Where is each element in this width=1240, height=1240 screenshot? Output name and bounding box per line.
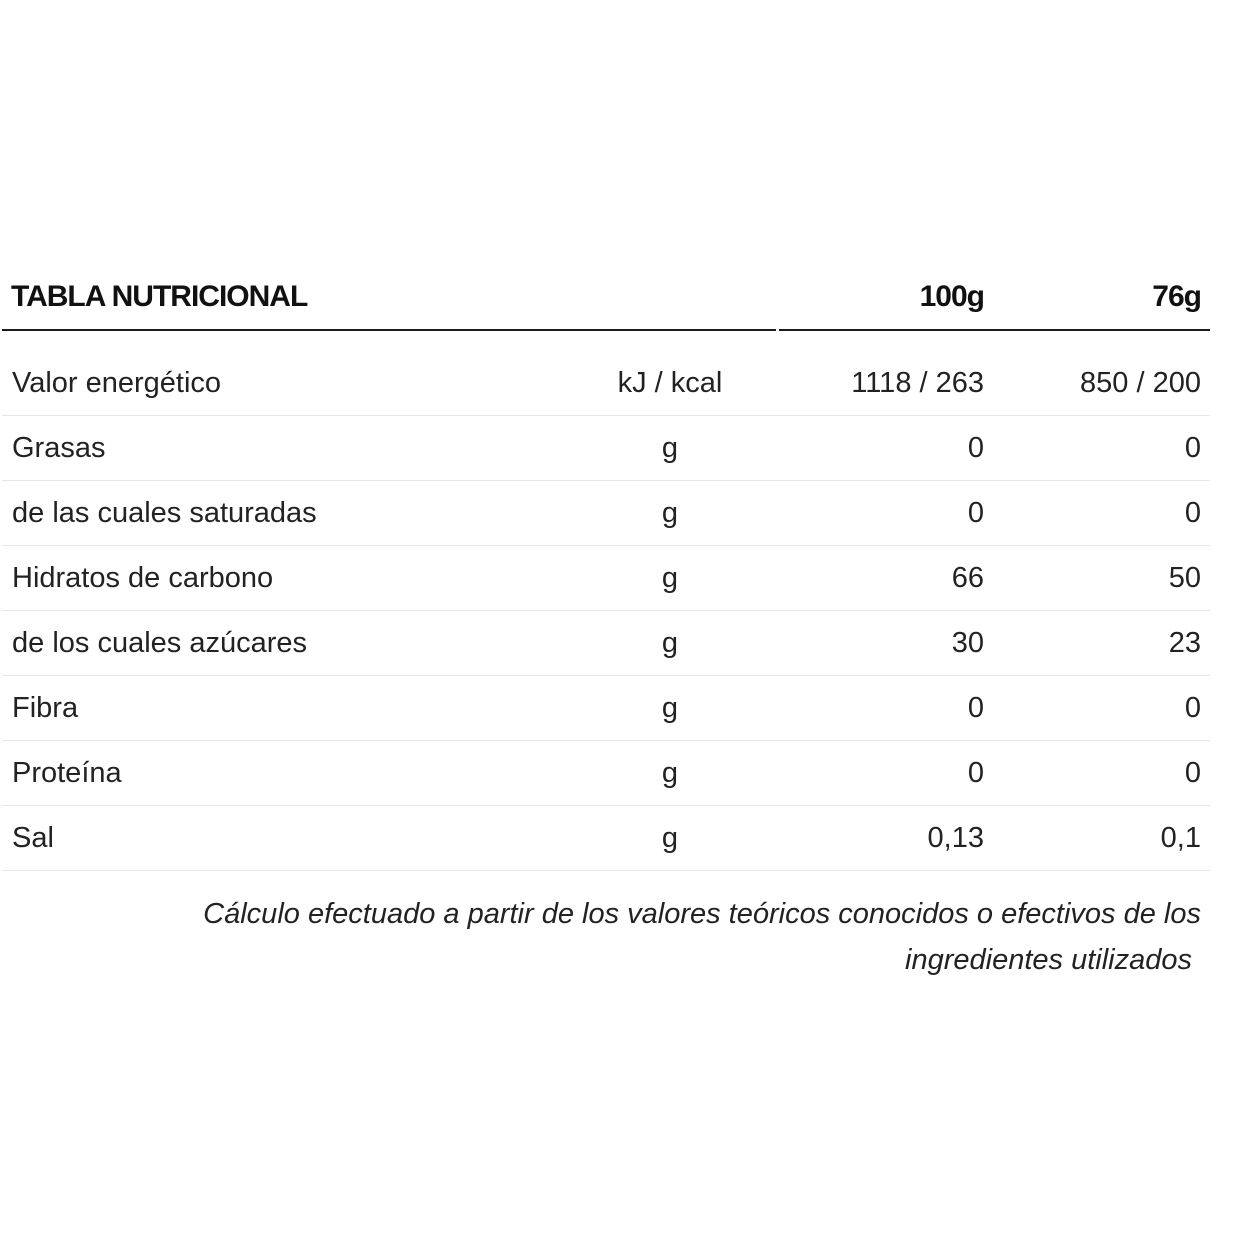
value-per-100g: 0 — [967, 497, 984, 529]
table-row-saturated-fat: de las cuales saturadas g 0 0 — [0, 481, 1240, 546]
nutrient-unit: g — [661, 497, 679, 529]
nutrient-unit: g — [661, 562, 679, 594]
value-per-76g: 850 / 200 — [1080, 367, 1201, 399]
nutrient-unit: g — [661, 757, 679, 789]
table-row-energy: Valor energético kJ / kcal 1118 / 263 85… — [0, 351, 1240, 416]
table-row-sugars: de los cuales azúcares g 30 23 — [0, 611, 1240, 676]
nutrient-name: de las cuales saturadas — [12, 497, 317, 529]
footnote: Cálculo efectuado a partir de los valore… — [60, 891, 1201, 983]
value-per-100g: 30 — [951, 627, 984, 659]
value-per-100g: 1118 / 263 — [851, 367, 984, 399]
value-per-76g: 23 — [1168, 627, 1201, 659]
footnote-line-1: Cálculo efectuado a partir de los valore… — [203, 898, 1201, 930]
value-per-100g: 0 — [967, 432, 984, 464]
table-row-fiber: Fibra g 0 0 — [0, 676, 1240, 741]
value-per-76g: 0 — [1184, 497, 1201, 529]
value-per-76g: 0 — [1184, 757, 1201, 789]
value-per-76g: 0,1 — [1160, 822, 1201, 854]
nutrient-name: Sal — [12, 822, 54, 854]
header-divider-left — [2, 329, 776, 331]
nutrient-unit: kJ / kcal — [617, 367, 723, 399]
nutrition-table: TABLA NUTRICIONAL 100g 76g Valor energét… — [0, 258, 1240, 980]
value-per-100g: 0 — [967, 757, 984, 789]
table-row-fat: Grasas g 0 0 — [0, 416, 1240, 481]
table-title: TABLA NUTRICIONAL — [11, 280, 308, 313]
value-per-76g: 0 — [1184, 432, 1201, 464]
nutrient-name: Valor energético — [12, 367, 222, 399]
nutrient-unit: g — [661, 822, 679, 854]
table-body: Valor energético kJ / kcal 1118 / 263 85… — [0, 351, 1240, 871]
value-per-100g: 66 — [951, 562, 984, 594]
footnote-line-2: ingredientes utilizados — [905, 944, 1192, 976]
column-header-76g: 76g — [1152, 280, 1202, 313]
nutrient-name: Hidratos de carbono — [12, 562, 274, 594]
nutrient-unit: g — [661, 692, 679, 724]
nutrient-name: Fibra — [12, 692, 79, 724]
value-per-76g: 0 — [1184, 692, 1201, 724]
nutrient-unit: g — [661, 627, 679, 659]
nutrient-name: Grasas — [12, 432, 106, 464]
table-row-salt: Sal g 0,13 0,1 — [0, 806, 1240, 871]
table-row-protein: Proteína g 0 0 — [0, 741, 1240, 806]
value-per-76g: 50 — [1168, 562, 1201, 594]
header-divider-right — [779, 329, 1210, 331]
table-row-carbohydrates: Hidratos de carbono g 66 50 — [0, 546, 1240, 611]
nutrient-unit: g — [661, 432, 679, 464]
table-header: TABLA NUTRICIONAL 100g 76g — [0, 258, 1240, 332]
nutrient-name: Proteína — [12, 757, 122, 789]
column-header-100g: 100g — [919, 280, 985, 313]
value-per-100g: 0 — [967, 692, 984, 724]
nutrient-name: de los cuales azúcares — [12, 627, 307, 659]
value-per-100g: 0,13 — [927, 822, 984, 854]
